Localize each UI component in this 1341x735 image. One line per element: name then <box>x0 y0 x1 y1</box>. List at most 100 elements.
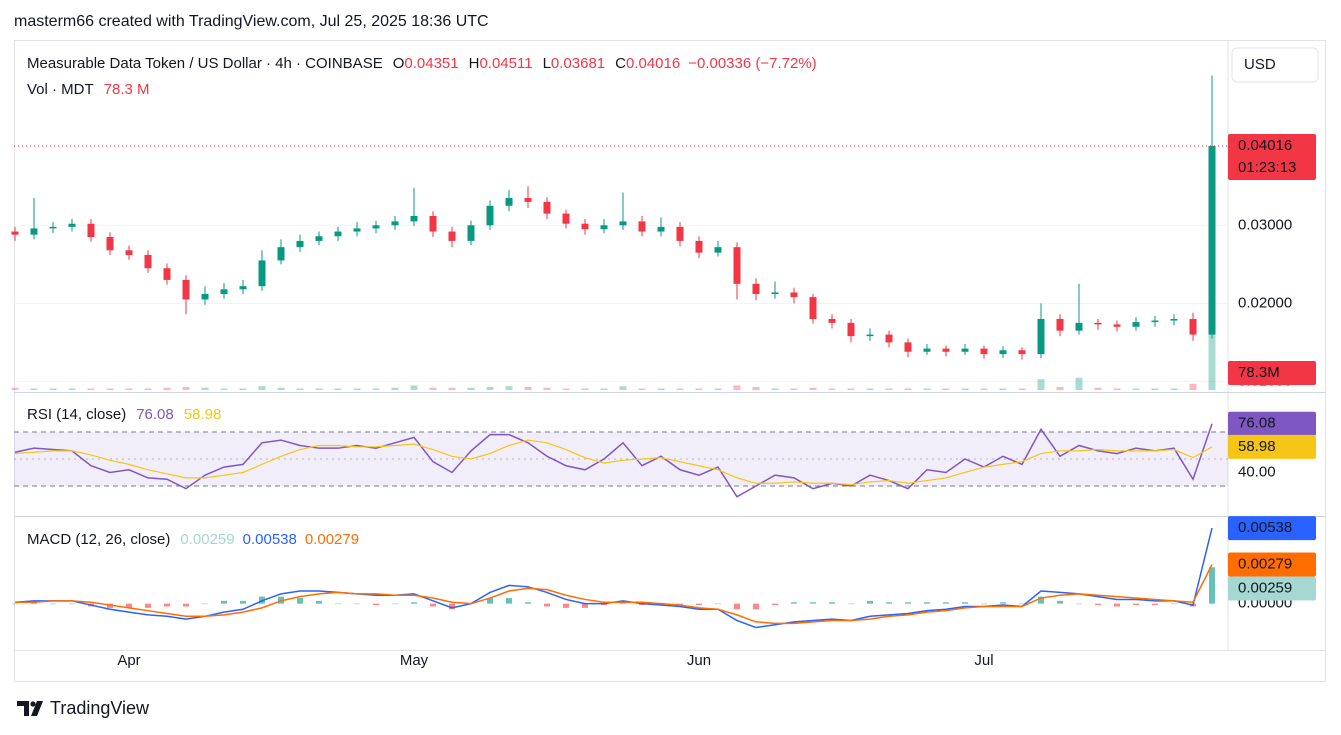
rsi-badge-bg <box>1228 411 1316 436</box>
volume-bar <box>277 387 285 390</box>
histogram-bar <box>240 600 246 604</box>
volume-bar <box>1151 388 1159 390</box>
volume-bar <box>714 388 722 390</box>
volume-bar <box>410 385 418 390</box>
histogram-bar <box>1133 603 1139 606</box>
legend-value: 0.00259 <box>180 531 234 548</box>
histogram-bar <box>1000 602 1006 604</box>
volume-bar <box>467 387 475 390</box>
volume-bar <box>847 388 855 390</box>
rsi-badge: 76.08 <box>1238 415 1276 432</box>
candle-body <box>790 292 798 298</box>
volume-bar <box>885 388 893 390</box>
candle-body <box>49 226 57 229</box>
histogram-bar <box>373 603 379 606</box>
legend-value: 0.04351 <box>404 55 458 72</box>
volume-bar <box>429 387 437 390</box>
candle-body <box>163 268 171 280</box>
histogram-bar <box>297 598 303 604</box>
candle-body <box>1170 318 1178 321</box>
candle-body <box>315 236 323 241</box>
candle-body <box>296 240 304 248</box>
volume-bar <box>106 388 114 390</box>
price-badge: 0.04016 <box>1238 137 1292 154</box>
candle-body <box>771 292 779 294</box>
histogram-bar <box>563 603 569 608</box>
histogram-bar <box>924 602 930 604</box>
candle-body <box>714 247 722 253</box>
histogram-bar <box>126 603 132 608</box>
volume-bar <box>391 387 399 390</box>
volume-bar <box>543 387 551 390</box>
candle-body <box>87 223 95 238</box>
volume-badge: 78.3M <box>1238 364 1280 381</box>
candle-body <box>68 223 76 227</box>
volume-bar <box>999 388 1007 390</box>
x-tick-label: Apr <box>117 652 140 669</box>
volume-bar <box>695 388 703 390</box>
histogram-bar <box>886 602 892 604</box>
volume-bar <box>1189 383 1197 390</box>
volume-bar <box>581 388 589 390</box>
volume-bar <box>125 388 133 390</box>
x-tick-label: Jun <box>687 652 711 669</box>
rsi-line <box>14 439 1213 486</box>
legend: RSI (14, close) 76.08 58.98 <box>27 406 221 423</box>
volume-bar <box>1113 388 1121 390</box>
price-badge-bg <box>1228 134 1316 181</box>
legend-value: 0.00538 <box>243 531 297 548</box>
candle-body <box>657 226 665 232</box>
candle-body <box>106 237 114 251</box>
volume-bar <box>49 388 57 390</box>
volume-bar <box>372 388 380 390</box>
countdown: 01:23:13 <box>1238 159 1296 176</box>
histogram-bar <box>867 600 873 604</box>
histogram-bar <box>183 603 189 607</box>
volume-bar <box>1037 379 1045 390</box>
histogram-bar <box>905 602 911 604</box>
candle-body <box>220 289 228 294</box>
volume-bar <box>619 386 627 390</box>
volume-bar <box>448 387 456 390</box>
candle-body <box>619 221 627 226</box>
histogram-bar <box>449 603 455 610</box>
volume-bar <box>486 386 494 390</box>
histogram-bar <box>734 603 740 610</box>
histogram-bar <box>715 603 721 605</box>
histogram-bar <box>335 603 341 605</box>
legend-change: −0.00336 (−7.72%) <box>688 55 816 72</box>
legend-value: 76.08 <box>136 406 174 423</box>
histogram-bar <box>392 603 398 605</box>
currency-button[interactable] <box>1231 47 1319 83</box>
candle-body <box>752 283 760 294</box>
histogram-bar <box>316 600 322 604</box>
legend: MACD (12, 26, close) 0.00259 0.00538 0.0027… <box>27 531 359 548</box>
histogram-bar <box>1095 603 1101 606</box>
candle-body <box>1113 324 1121 327</box>
volume-bar <box>68 388 76 390</box>
volume-bar <box>923 388 931 390</box>
legend-value: 0.04016 <box>626 55 680 72</box>
histogram-bar <box>164 603 170 607</box>
volume-badge-bg <box>1228 360 1316 385</box>
volume-bar <box>1056 386 1064 390</box>
histogram-bar <box>544 603 550 607</box>
header: masterm66 created with TradingView.com, … <box>14 13 489 30</box>
volume-bar <box>182 386 190 390</box>
candle-body <box>562 213 570 224</box>
legend-value: 58.98 <box>184 406 222 423</box>
volume-bar <box>87 388 95 390</box>
histogram-bar <box>221 600 227 604</box>
volume-bar <box>144 388 152 390</box>
candle-body <box>638 221 646 232</box>
legend-key: H <box>469 55 480 72</box>
legend: Measurable Data Token / US Dollar · 4h ·… <box>27 55 817 72</box>
histogram-bar <box>1038 596 1044 604</box>
volume-bar <box>296 388 304 390</box>
volume-bar <box>980 388 988 390</box>
volume-bar <box>239 388 247 390</box>
volume-bar <box>1075 377 1083 390</box>
volume-bar <box>1018 388 1026 390</box>
volume-bar <box>334 388 342 390</box>
candle-body <box>980 348 988 355</box>
